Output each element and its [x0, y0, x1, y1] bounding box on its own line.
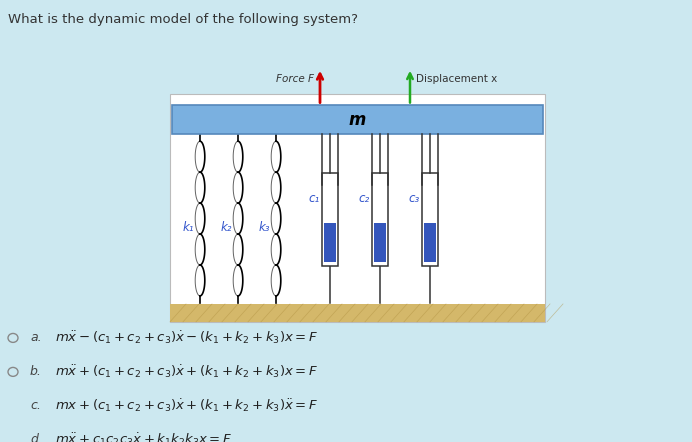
- Text: $m\ddot{x}+c_1c_2c_3\dot{x}+k_1k_2k_3x=F$: $m\ddot{x}+c_1c_2c_3\dot{x}+k_1k_2k_3x=F…: [55, 431, 233, 442]
- Text: Displacement x: Displacement x: [416, 74, 498, 84]
- Bar: [424, 223, 436, 262]
- Text: c₃: c₃: [409, 192, 420, 205]
- Text: $m\ddot{x}-(c_1+c_2+c_3)\dot{x}-(k_1+k_2+k_3)x=F$: $m\ddot{x}-(c_1+c_2+c_3)\dot{x}-(k_1+k_2…: [55, 330, 318, 346]
- Text: What is the dynamic model of the following system?: What is the dynamic model of the followi…: [8, 12, 358, 26]
- Bar: [374, 223, 386, 262]
- Text: m: m: [349, 111, 366, 129]
- Text: a.: a.: [30, 332, 42, 344]
- Text: c₂: c₂: [358, 192, 370, 205]
- Text: k₃: k₃: [259, 221, 270, 234]
- Text: c₁: c₁: [309, 192, 320, 205]
- Bar: [372, 173, 388, 266]
- Bar: [422, 173, 438, 266]
- Bar: [170, 94, 545, 322]
- Text: b.: b.: [30, 366, 42, 378]
- Text: c.: c.: [30, 400, 41, 412]
- Text: Force F: Force F: [276, 74, 314, 84]
- Text: k₂: k₂: [221, 221, 232, 234]
- Text: $mx+(c_1+c_2+c_3)\dot{x}+(k_1+k_2+k_3)\ddot{x}=F$: $mx+(c_1+c_2+c_3)\dot{x}+(k_1+k_2+k_3)\d…: [55, 397, 318, 414]
- Bar: [324, 223, 336, 262]
- Text: k₁: k₁: [183, 221, 194, 234]
- Bar: [172, 106, 543, 134]
- Text: d.: d.: [30, 433, 42, 442]
- Text: $m\ddot{x}+(c_1+c_2+c_3)\dot{x}+(k_1+k_2+k_3)x=F$: $m\ddot{x}+(c_1+c_2+c_3)\dot{x}+(k_1+k_2…: [55, 363, 318, 380]
- Bar: [170, 304, 545, 322]
- Bar: [322, 173, 338, 266]
